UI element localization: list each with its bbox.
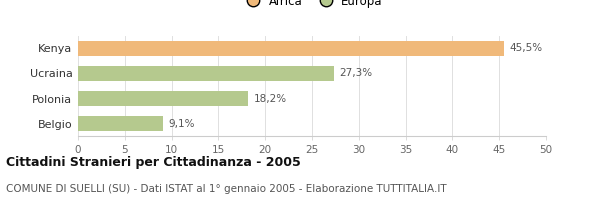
Legend: Africa, Europa: Africa, Europa [236,0,388,12]
Text: 45,5%: 45,5% [509,43,542,53]
Text: COMUNE DI SUELLI (SU) - Dati ISTAT al 1° gennaio 2005 - Elaborazione TUTTITALIA.: COMUNE DI SUELLI (SU) - Dati ISTAT al 1°… [6,184,446,194]
Bar [78,91,248,106]
Text: 18,2%: 18,2% [254,94,287,104]
Text: 9,1%: 9,1% [169,119,195,129]
Bar [78,66,334,81]
Text: Cittadini Stranieri per Cittadinanza - 2005: Cittadini Stranieri per Cittadinanza - 2… [6,156,301,169]
Text: 27,3%: 27,3% [339,68,372,78]
Bar [78,41,504,56]
Bar [78,116,163,131]
